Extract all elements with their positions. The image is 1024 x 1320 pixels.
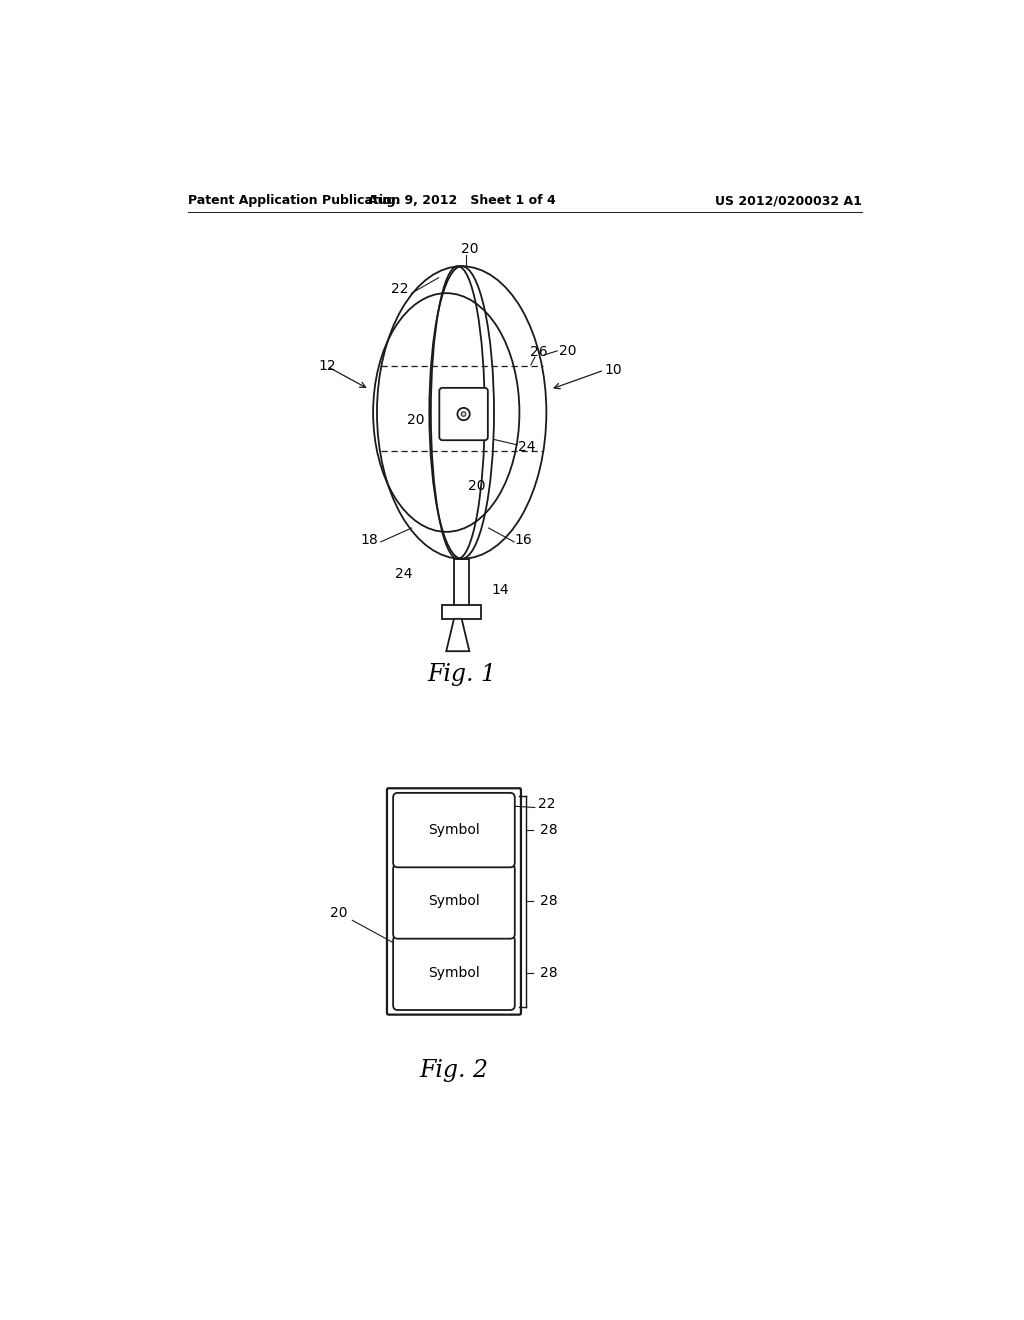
Text: Symbol: Symbol: [428, 966, 480, 979]
Text: Aug. 9, 2012   Sheet 1 of 4: Aug. 9, 2012 Sheet 1 of 4: [368, 194, 556, 207]
FancyBboxPatch shape: [393, 865, 515, 939]
Text: 14: 14: [492, 582, 509, 597]
FancyBboxPatch shape: [387, 788, 521, 1015]
Text: 28: 28: [540, 824, 557, 837]
Text: 22: 22: [391, 282, 409, 296]
FancyBboxPatch shape: [393, 793, 515, 867]
Text: 28: 28: [540, 895, 557, 908]
Text: 22: 22: [538, 797, 555, 810]
Text: 28: 28: [540, 966, 557, 979]
Text: 20: 20: [407, 413, 424, 428]
Text: 18: 18: [360, 532, 378, 546]
Text: 16: 16: [514, 532, 532, 546]
Polygon shape: [446, 619, 469, 651]
Text: Patent Application Publication: Patent Application Publication: [188, 194, 400, 207]
Text: 20: 20: [559, 345, 577, 358]
FancyBboxPatch shape: [439, 388, 487, 441]
FancyBboxPatch shape: [393, 936, 515, 1010]
Circle shape: [458, 408, 470, 420]
Text: 24: 24: [518, 440, 536, 454]
Text: 10: 10: [604, 363, 622, 378]
Text: Symbol: Symbol: [428, 895, 480, 908]
Text: 24: 24: [395, 568, 413, 581]
Text: 20: 20: [461, 243, 478, 256]
Text: 20: 20: [468, 479, 485, 492]
Text: 12: 12: [318, 359, 336, 374]
Circle shape: [461, 412, 466, 416]
Text: US 2012/0200032 A1: US 2012/0200032 A1: [715, 194, 862, 207]
Text: 20: 20: [330, 906, 347, 920]
Text: Fig. 2: Fig. 2: [420, 1060, 488, 1082]
Text: Fig. 1: Fig. 1: [427, 663, 497, 686]
Bar: [442, 605, 481, 619]
Text: 26: 26: [529, 346, 548, 359]
Text: Symbol: Symbol: [428, 824, 480, 837]
